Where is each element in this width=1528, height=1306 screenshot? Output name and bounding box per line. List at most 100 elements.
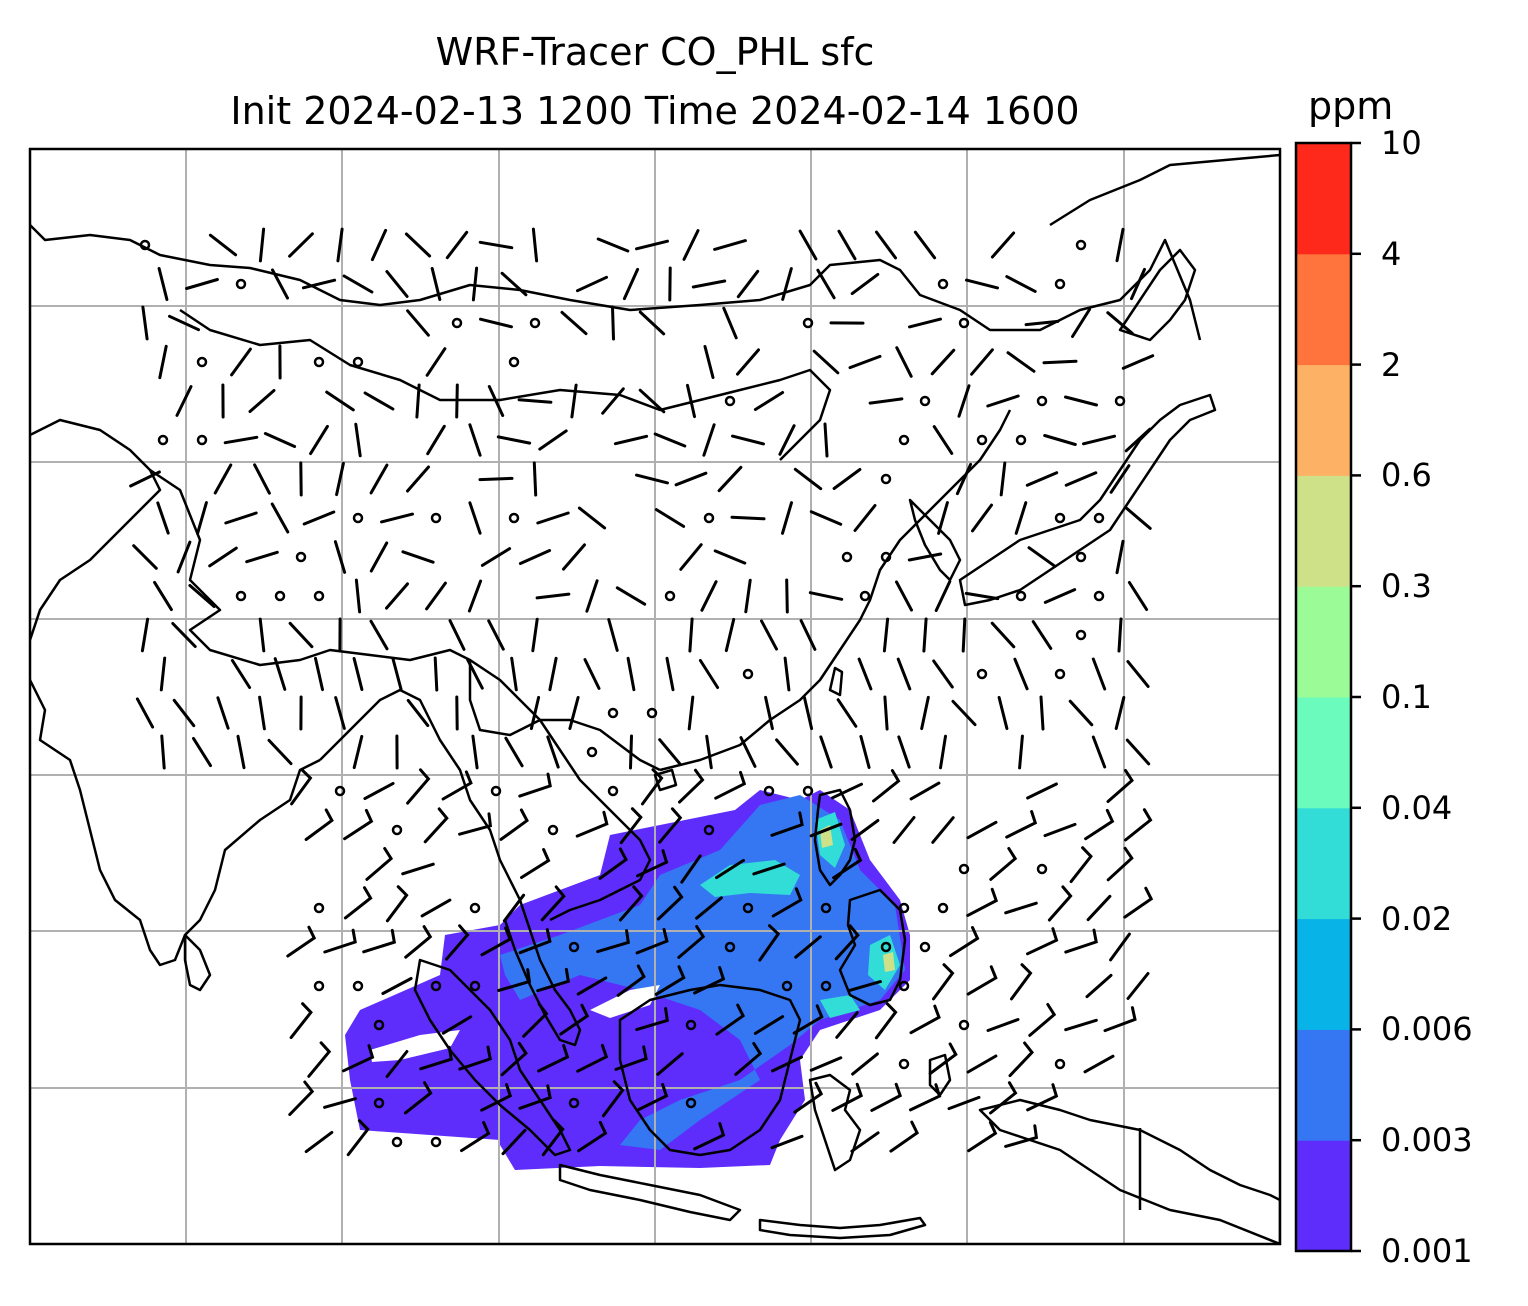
wind-barb — [744, 578, 752, 614]
wind-barb — [1103, 1006, 1137, 1033]
wind-barb — [213, 463, 233, 495]
calm-marker — [196, 356, 208, 368]
wind-barb — [601, 1080, 625, 1118]
wind-barb — [426, 424, 446, 456]
wind-barb — [1026, 927, 1059, 956]
calm-marker — [1015, 434, 1027, 446]
calm-marker — [937, 278, 949, 290]
colorbar-tick-label: 2 — [1381, 345, 1402, 384]
wind-barb — [619, 807, 643, 845]
wind-barb — [385, 1050, 409, 1078]
calm-marker — [880, 941, 892, 953]
wind-barb — [518, 549, 552, 565]
hainan — [653, 768, 678, 792]
wind-barb — [132, 544, 158, 570]
wind-barb — [1109, 932, 1131, 962]
calm-marker — [1054, 668, 1066, 680]
calm-marker — [430, 512, 442, 524]
wind-barb — [430, 267, 442, 301]
wind-barb — [1126, 660, 1150, 688]
wind-barb — [693, 1122, 726, 1151]
wind-barb — [691, 279, 727, 289]
calm-marker — [919, 395, 931, 407]
wind-barb — [705, 734, 713, 770]
wind-barb — [289, 1002, 313, 1040]
wind-barb — [334, 696, 346, 730]
wind-barb — [336, 227, 344, 263]
wind-barb — [770, 1134, 804, 1150]
calm-marker — [937, 902, 949, 914]
wind-barb — [717, 465, 743, 493]
calm-marker — [313, 980, 325, 992]
calm-marker — [529, 317, 541, 329]
wind-barb — [419, 1045, 453, 1071]
wind-barb — [781, 501, 793, 535]
wind-barb — [460, 1121, 491, 1153]
wind-barb — [480, 547, 512, 567]
wind-barb — [1127, 581, 1149, 611]
wind-barb — [848, 354, 882, 370]
wind-barb — [346, 1119, 370, 1157]
calm-marker — [1075, 629, 1087, 641]
wind-barb — [658, 807, 683, 844]
wind-barb — [907, 552, 943, 562]
colorbar-tick-label: 0.02 — [1381, 899, 1453, 938]
wind-barb — [175, 385, 193, 417]
calm-marker — [157, 434, 169, 446]
wind-barb — [1086, 894, 1112, 922]
wind-barb — [870, 1082, 903, 1112]
calm-marker — [274, 590, 286, 602]
wind-barb — [665, 656, 675, 692]
wind-barb — [168, 314, 200, 332]
calm-marker — [334, 785, 346, 797]
sumatra — [413, 958, 572, 1157]
wind-barb — [1027, 546, 1057, 568]
wind-barb — [896, 657, 912, 691]
wind-barb — [500, 271, 528, 297]
wind-barb — [635, 473, 669, 485]
java — [558, 1163, 742, 1222]
wind-barb — [518, 772, 552, 798]
wind-barb — [1071, 308, 1091, 338]
calm-marker — [373, 1097, 385, 1109]
wind-barb — [809, 822, 843, 838]
wind-barb — [1042, 359, 1078, 365]
wind-barb — [406, 309, 430, 337]
wind-barb — [307, 1041, 332, 1078]
wind-barb — [583, 658, 601, 690]
calm-marker — [1075, 551, 1087, 563]
wind-barb — [1083, 1054, 1115, 1074]
wind-barb — [325, 390, 355, 412]
wind-barb — [301, 278, 337, 290]
wind-barb — [585, 579, 599, 613]
wind-barb — [140, 617, 150, 653]
wind-barb — [1114, 696, 1126, 730]
wind-barb — [1117, 617, 1123, 653]
plume-mid-concentration — [500, 795, 905, 1150]
calm-marker — [547, 824, 559, 836]
wind-barb — [615, 586, 647, 606]
colorbar-segment — [1296, 918, 1351, 1030]
calm-marker — [1054, 512, 1066, 524]
wind-barb — [932, 659, 954, 689]
colorbar-tick-label: 4 — [1381, 234, 1402, 273]
calm-marker — [352, 356, 364, 368]
wind-barb — [1069, 846, 1093, 884]
wind-barb — [458, 1045, 492, 1071]
wind-barb — [638, 388, 666, 414]
calm-marker — [703, 824, 715, 836]
wind-barb — [522, 1002, 549, 1038]
calm-marker — [313, 590, 325, 602]
sri-lanka — [183, 933, 212, 992]
wind-barb — [425, 581, 447, 611]
wind-barb — [1125, 738, 1151, 766]
wind-barb — [857, 657, 873, 691]
calm-marker — [1114, 395, 1126, 407]
calm-marker — [820, 980, 832, 992]
wind-barb — [656, 885, 684, 921]
colorbar — [1296, 141, 1361, 1253]
wind-barb — [445, 230, 469, 260]
calm-marker — [469, 980, 481, 992]
wind-barb — [808, 591, 844, 601]
calm-marker — [196, 434, 208, 446]
